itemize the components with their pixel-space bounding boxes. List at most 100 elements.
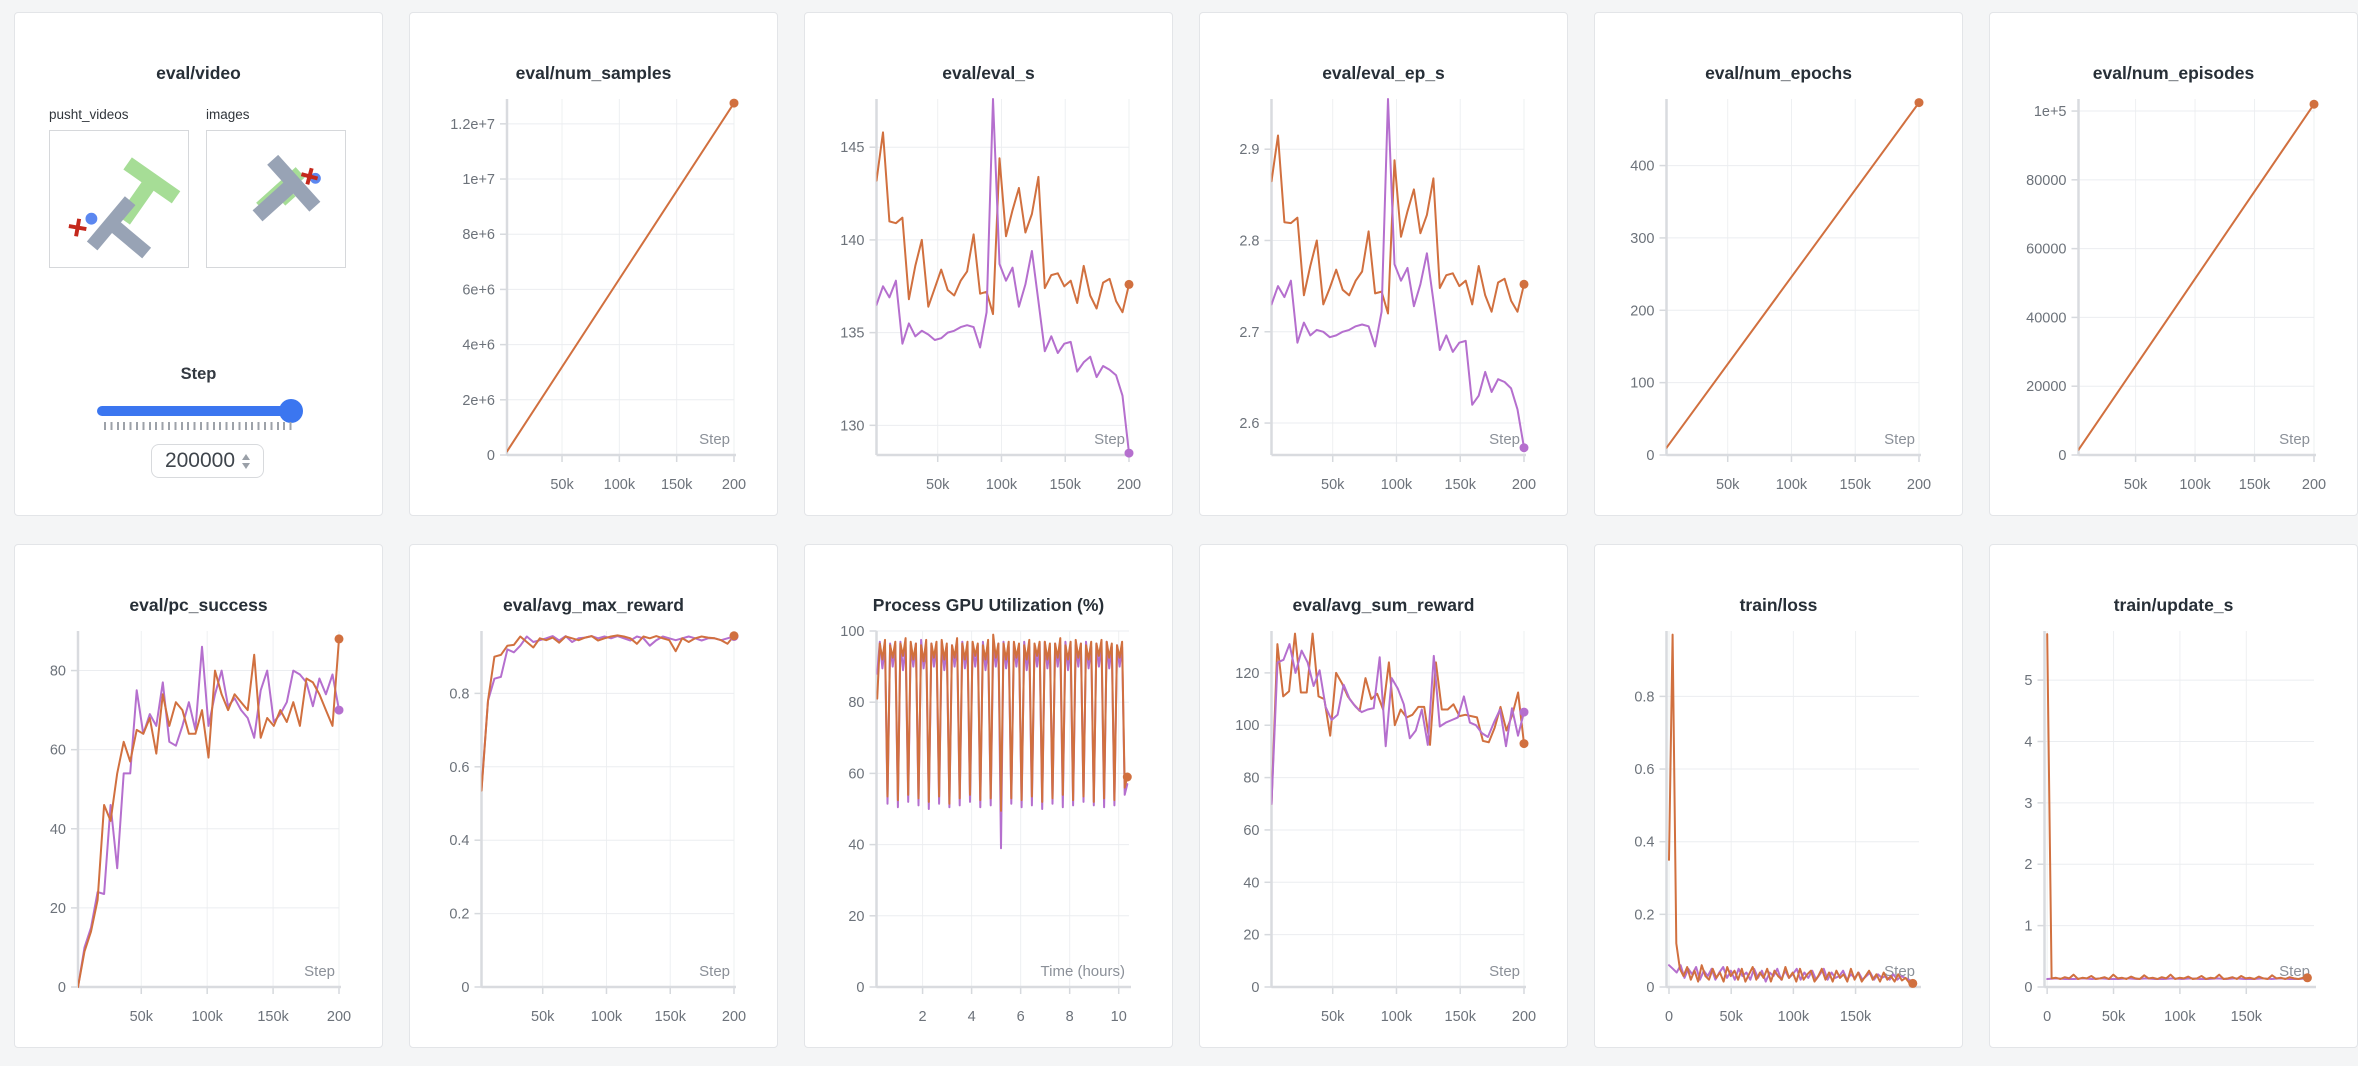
svg-text:Step: Step (2279, 963, 2310, 980)
svg-text:2.8: 2.8 (1239, 233, 1259, 249)
svg-text:100: 100 (1630, 376, 1654, 392)
svg-text:50k: 50k (1321, 1009, 1345, 1025)
chart-title: eval/avg_sum_reward (1292, 595, 1475, 615)
svg-text:150k: 150k (1840, 1009, 1872, 1025)
svg-text:150k: 150k (655, 1009, 687, 1025)
svg-text:50k: 50k (2102, 1009, 2126, 1025)
chart-canvas[interactable]: 50k 100k 150k 200 0 20 40 60 80 Step (15, 545, 384, 1049)
svg-text:100k: 100k (1778, 1009, 1810, 1025)
svg-text:1e+5: 1e+5 (2034, 104, 2067, 120)
svg-text:2e+6: 2e+6 (462, 393, 495, 409)
svg-text:50k: 50k (2124, 477, 2148, 493)
chart-canvas[interactable]: 0 50k 100k 150k 0 1 2 3 4 5 Step (1990, 545, 2358, 1049)
stepper-up-icon[interactable] (242, 453, 251, 460)
svg-text:0.4: 0.4 (1634, 835, 1654, 851)
svg-text:400: 400 (1630, 159, 1654, 175)
svg-text:100k: 100k (1381, 1009, 1413, 1025)
chart-title: eval/num_epochs (1705, 63, 1852, 83)
svg-text:140: 140 (840, 233, 864, 249)
svg-text:6e+6: 6e+6 (462, 282, 495, 298)
svg-text:50k: 50k (531, 1009, 555, 1025)
chart-title: eval/pc_success (129, 595, 268, 615)
svg-text:200: 200 (1117, 477, 1141, 493)
chart-canvas[interactable]: 50k 100k 150k 200 0 20000 40000 60000 80000 1e+5 S… (1990, 13, 2358, 517)
svg-text:100k: 100k (986, 477, 1018, 493)
chart-canvas[interactable]: 50k 100k 150k 200 0 20 40 60 80 100 120 Step (1200, 545, 1569, 1049)
step-slider[interactable] (97, 406, 297, 416)
svg-text:0.6: 0.6 (1634, 762, 1654, 778)
step-value-input[interactable]: 200000 (151, 444, 264, 478)
svg-text:6: 6 (1017, 1009, 1025, 1025)
chart-panel-eval-num-epochs: 50k 100k 150k 200 0 100 200 300 400 Step eval/num… (1594, 12, 1963, 516)
svg-text:0: 0 (1665, 1009, 1673, 1025)
svg-text:4: 4 (968, 1009, 976, 1025)
svg-text:0: 0 (1646, 448, 1654, 464)
svg-text:5: 5 (2024, 673, 2032, 689)
svg-text:150k: 150k (257, 1009, 289, 1025)
chart-panel-gpu-utilization: 2 4 6 8 10 0 20 40 60 80 100 Time (hours) Process G… (804, 544, 1173, 1048)
chart-canvas[interactable]: 50k 100k 150k 200 0 0.2 0.4 0.6 0.8 Step (410, 545, 779, 1049)
svg-text:4e+6: 4e+6 (462, 338, 495, 354)
svg-text:10: 10 (1111, 1009, 1127, 1025)
stepper-down-icon[interactable] (242, 462, 251, 469)
svg-text:2: 2 (2024, 857, 2032, 873)
svg-text:Step: Step (699, 431, 730, 448)
step-slider-label: Step (180, 365, 217, 383)
svg-text:0: 0 (1646, 980, 1654, 996)
svg-text:0: 0 (2024, 980, 2032, 996)
svg-text:0.6: 0.6 (449, 760, 469, 776)
step-stepper (242, 453, 251, 469)
image-key-label: images (206, 107, 250, 122)
chart-title: eval/num_episodes (2092, 63, 2255, 83)
media-panel-title: eval/video (156, 63, 241, 83)
svg-text:150k: 150k (1050, 477, 1082, 493)
svg-text:40: 40 (50, 822, 66, 838)
svg-text:3: 3 (2024, 796, 2032, 812)
svg-text:150k: 150k (661, 477, 693, 493)
svg-text:100k: 100k (191, 1009, 223, 1025)
chart-title: train/loss (1739, 595, 1818, 615)
chart-title: train/update_s (2113, 595, 2234, 615)
svg-text:2.9: 2.9 (1239, 142, 1259, 158)
image-thumbnail[interactable] (206, 130, 346, 268)
svg-text:Step: Step (699, 963, 730, 980)
step-slider-handle[interactable] (279, 399, 303, 423)
svg-text:Step: Step (1489, 963, 1520, 980)
svg-text:200: 200 (722, 1009, 746, 1025)
chart-panel-eval-num-samples: 50k 100k 150k 200 0 2e+6 4e+6 6e+6 8e+6 1e+7 1.2e+… (409, 12, 778, 516)
svg-text:120: 120 (1235, 666, 1259, 682)
svg-text:50k: 50k (1321, 477, 1345, 493)
chart-canvas[interactable]: 50k 100k 150k 200 130 135 140 145 Step (805, 13, 1174, 517)
media-panel-eval-video: eval/video pusht_videos images (14, 12, 383, 516)
svg-text:2.7: 2.7 (1239, 325, 1259, 341)
svg-text:100k: 100k (2164, 1009, 2196, 1025)
svg-text:8e+6: 8e+6 (462, 227, 495, 243)
chart-canvas[interactable]: 50k 100k 150k 200 2.6 2.7 2.8 2.9 Step (1200, 13, 1569, 517)
step-value[interactable]: 200000 (164, 449, 236, 472)
chart-panel-eval-avg-max-reward: 50k 100k 150k 200 0 0.2 0.4 0.6 0.8 Step eval/avg… (409, 544, 778, 1048)
svg-text:0.8: 0.8 (449, 686, 469, 702)
chart-title: Process GPU Utilization (%) (872, 595, 1105, 615)
chart-canvas[interactable]: 50k 100k 150k 200 0 100 200 300 400 Step (1595, 13, 1964, 517)
chart-canvas[interactable]: 50k 100k 150k 200 0 2e+6 4e+6 6e+6 8e+6 1e+7 1.2e+… (410, 13, 779, 517)
chart-title: eval/avg_max_reward (503, 595, 684, 615)
svg-text:0: 0 (487, 448, 495, 464)
pusht-video-thumbnail[interactable] (49, 130, 189, 268)
svg-text:Time (hours): Time (hours) (1041, 963, 1125, 980)
chart-panel-train-update-s: 0 50k 100k 150k 0 1 2 3 4 5 Step train/update_s (1989, 544, 2358, 1048)
svg-text:0: 0 (58, 980, 66, 996)
svg-text:50k: 50k (926, 477, 950, 493)
pusht-video-frame-icon (68, 157, 181, 259)
video-key-label: pusht_videos (49, 107, 129, 122)
svg-text:1e+7: 1e+7 (462, 172, 495, 188)
chart-panel-eval-num-episodes: 50k 100k 150k 200 0 20000 40000 60000 80000 1e+5 S… (1989, 12, 2358, 516)
svg-text:100k: 100k (604, 477, 636, 493)
svg-text:Step: Step (1094, 431, 1125, 448)
svg-text:Step: Step (304, 963, 335, 980)
svg-text:Step: Step (1489, 431, 1520, 448)
svg-text:0: 0 (461, 980, 469, 996)
chart-panel-eval-eval-s: 50k 100k 150k 200 130 135 140 145 Step eval/eval… (804, 12, 1173, 516)
